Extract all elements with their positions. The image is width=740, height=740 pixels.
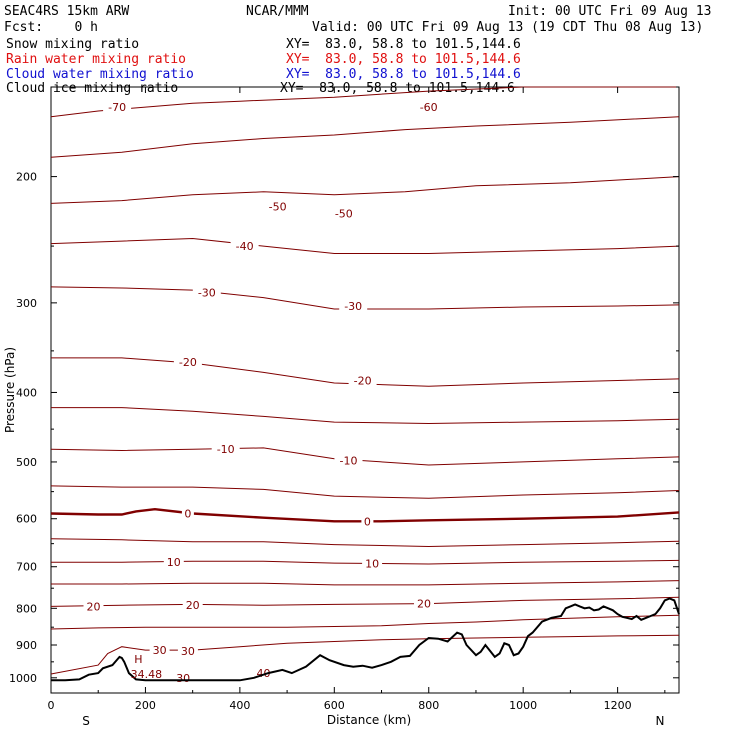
field-xy-snow: XY= 83.0, 58.8 to 101.5,144.6 <box>286 37 521 52</box>
contour-label-bg <box>361 514 374 528</box>
x-axis-label: Distance (km) <box>327 713 411 727</box>
forecast-hour: Fcst: 0 h <box>4 20 98 35</box>
field-name-rain: Rain water mixing ratio <box>6 52 187 67</box>
y-axis-label: Pressure (hPa) <box>3 347 17 433</box>
contour-label-bg <box>414 100 443 114</box>
field-name-cloud-water: Cloud water mixing ratio <box>6 67 194 82</box>
field-name-snow: Snow mixing ratio <box>6 37 140 52</box>
y-tick-label: 1000 <box>9 672 37 685</box>
contour-label: -60 <box>420 101 438 114</box>
contour-label: -30 <box>198 286 216 299</box>
valid-time: Valid: 00 UTC Fri 09 Aug 13 (19 CDT Thu … <box>312 20 704 35</box>
contour-label: -20 <box>354 375 372 388</box>
contour-label: -30 <box>344 300 362 313</box>
contour-label: -70 <box>108 101 126 114</box>
contour-label-bg <box>348 373 377 387</box>
contour-labels: -70 -60 -50 -50 -40 -30 -30 -20 -20 -10 -10 0 0 10 10 2… <box>83 100 443 685</box>
max-marker-value: 34.48 <box>131 668 163 681</box>
contour-label-bg <box>334 453 363 467</box>
plot-frame <box>50 86 680 694</box>
contour-label-bg <box>182 598 203 612</box>
contour-label: 10 <box>365 558 379 571</box>
isotherm-minus-60 <box>50 116 680 158</box>
contour-label-bg <box>192 285 221 299</box>
contour-label-bg <box>83 599 104 613</box>
contour-label: 0 <box>364 515 371 528</box>
y-tick-label: 300 <box>16 297 37 310</box>
max-marker-letter: H <box>134 653 142 666</box>
y-tick-label: 400 <box>16 386 37 399</box>
contour-label: -50 <box>335 207 353 220</box>
contour-label-bg <box>230 239 259 253</box>
field-xy-cloud-water: XY= 83.0, 58.8 to 101.5,144.6 <box>286 67 521 82</box>
x-tick-label: 800 <box>418 699 439 712</box>
contour-label: -10 <box>340 455 358 468</box>
contour-label: 20 <box>417 598 431 611</box>
contour-label: -20 <box>179 356 197 369</box>
y-tick-label: 700 <box>16 561 37 574</box>
contour-label-bg <box>339 299 368 312</box>
contour-label-bg <box>163 555 184 569</box>
contour-label: 30 <box>181 645 195 658</box>
x-tick-label: 400 <box>229 699 250 712</box>
x-tick-label: 0 <box>48 699 55 712</box>
y-tick-label: 900 <box>16 639 37 652</box>
x-tick-label: 200 <box>135 699 156 712</box>
isotherm-minus-50 <box>50 176 680 204</box>
org-label: NCAR/MMM <box>246 4 309 19</box>
contour-label: -40 <box>236 240 254 253</box>
x-tick-label: 600 <box>324 699 345 712</box>
contour-label: 20 <box>186 599 200 612</box>
isotherm-minus-30 <box>50 286 680 310</box>
contour-label-bg <box>173 355 202 369</box>
field-name-cloud-ice: Cloud ice mixing ratio <box>6 81 179 96</box>
max-marker-group: H 34.48 <box>131 653 163 681</box>
contour-label: 30 <box>176 672 190 685</box>
contour-label: 20 <box>87 600 101 613</box>
right-end-label: N <box>656 714 665 728</box>
isotherm-minus-15 <box>51 407 680 425</box>
x-tick-label: 1000 <box>509 699 537 712</box>
contour-label: 10 <box>167 556 181 569</box>
contour-label-bg <box>177 643 198 657</box>
contour-label: 0 <box>184 508 191 521</box>
isotherm-5 <box>50 538 680 548</box>
contour-label-bg <box>263 199 292 213</box>
axis-ticks: 0 200 400 600 800 1000 12002003004005006007008… <box>9 86 679 712</box>
isotherm-contours <box>50 86 680 675</box>
isotherm-25 <box>50 614 680 630</box>
contour-label-bg <box>329 206 358 220</box>
contour-label-bg <box>181 506 194 520</box>
isotherm-minus-40 <box>50 237 680 254</box>
isotherm-30 <box>50 634 680 675</box>
contour-label: -10 <box>217 443 235 456</box>
left-end-label: S <box>82 714 90 728</box>
contour-label-bg <box>211 442 240 456</box>
y-tick-label: 200 <box>16 171 37 184</box>
isotherm-minus-20 <box>51 357 680 387</box>
contour-label-bg <box>362 556 383 570</box>
contour-label-bg <box>103 100 132 114</box>
isotherm-0 <box>50 507 680 523</box>
y-tick-label: 500 <box>16 456 37 469</box>
field-xy-cloud-ice: XY= 83.0, 58.8 to 101.5,144.6 <box>280 81 515 96</box>
isotherm-10 <box>51 559 680 565</box>
model-title: SEAC4RS 15km ARW <box>4 4 130 19</box>
terrain-profile <box>51 597 680 682</box>
isotherm-15 <box>51 580 680 586</box>
contour-label: 30 <box>153 644 167 657</box>
y-tick-label: 800 <box>16 602 37 615</box>
contour-label-bg <box>149 643 170 657</box>
init-time: Init: 00 UTC Fri 09 Aug 13 <box>508 4 712 19</box>
isotherm-20 <box>50 596 680 607</box>
terrain-line <box>51 597 680 682</box>
x-tick-label: 1200 <box>604 699 632 712</box>
y-tick-label: 600 <box>16 513 37 526</box>
isotherm-minus-10 <box>50 447 680 466</box>
contour-label: -50 <box>269 200 287 213</box>
field-xy-rain: XY= 83.0, 58.8 to 101.5,144.6 <box>286 52 521 67</box>
isotherm-minus-5 <box>50 485 680 499</box>
contour-label-bg <box>414 596 434 610</box>
